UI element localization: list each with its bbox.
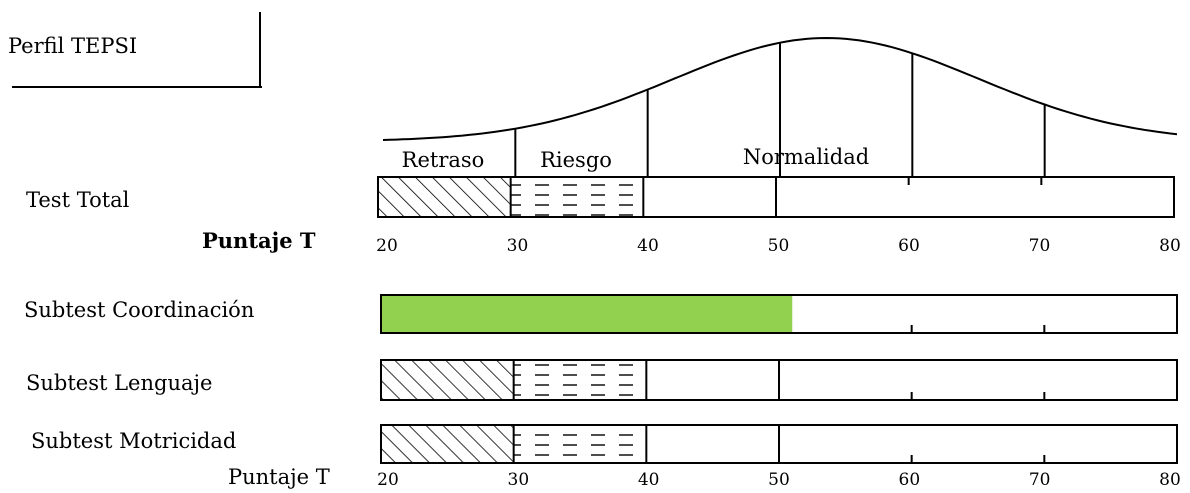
puntaje-label-top-text: Puntaje T [202,228,316,253]
zone-fill-retraso [381,360,514,400]
row-label-motricidad: Subtest Motricidad [31,429,237,453]
bottom-tick-label-20: 20 [377,470,399,490]
row-bar-outline [377,176,1175,218]
rows-layer [377,176,1178,464]
zone-label-riesgo: Riesgo [540,148,612,172]
bottom-tick-label-40: 40 [637,470,660,490]
top-tick-label-50: 50 [767,236,790,256]
top-tick-label-70: 70 [1028,236,1051,256]
puntaje-label-bottom: Puntaje T [228,465,330,489]
zone-fill-retraso [378,177,511,217]
puntaje-label-bottom-text: Puntaje T [228,465,330,489]
zone-fill-riesgo [513,425,647,463]
bottom-tick-label-50: 50 [768,470,790,490]
row-bar-1 [380,294,1178,334]
distribution-curve-layer [382,36,1178,177]
top-tick-label-30: 30 [506,236,529,256]
row-label-lenguaje: Subtest Lenguaje [26,371,213,395]
row-label-test-total: Test Total [26,188,130,212]
zone-label-normalidad: Normalidad [742,145,870,169]
bottom-tick-label-70: 70 [1028,470,1051,490]
top-tick-label-60: 60 [898,236,920,256]
row-bar-0 [377,176,1175,218]
row-bar-outline [380,294,1178,334]
zone-label-retraso: Retraso [401,148,485,172]
bottom-tick-label-30: 30 [507,470,530,490]
top-tick-label-80: 80 [1159,236,1181,256]
title-box: Perfil TEPSI [0,0,262,88]
row-bar-3 [380,424,1178,464]
title-box-border-right [259,12,261,88]
top-tick-label-40: 40 [637,236,659,256]
zone-fill-riesgo [510,177,644,217]
bottom-tick-label-80: 80 [1159,470,1181,490]
row-bar-2 [380,359,1178,401]
zone-fill-riesgo [513,360,647,400]
row-bar-outline [380,424,1178,464]
row-label-coordinacion: Subtest Coordinación [24,298,255,322]
chart-title: Perfil TEPSI [8,34,138,58]
puntaje-label-top: Puntaje T [202,228,316,253]
top-tick-label-20: 20 [376,236,398,256]
title-box-border-bottom [12,86,262,88]
row-bar-outline [380,359,1178,401]
zone-fill-retraso [381,425,514,463]
score-bar [381,295,793,333]
bottom-tick-label-60: 60 [898,470,921,490]
